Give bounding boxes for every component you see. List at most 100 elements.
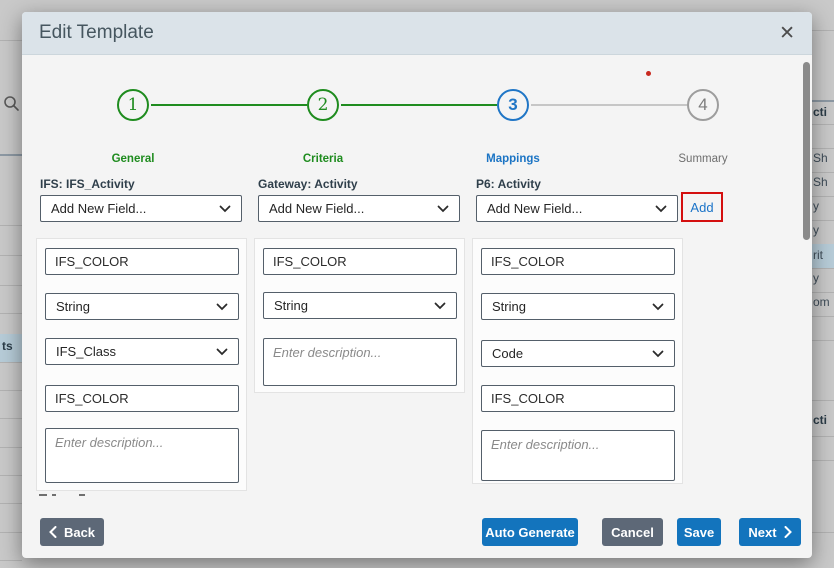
ifs-class-select[interactable]: IFS_Class	[45, 338, 239, 365]
p6-field-type-select[interactable]: String	[481, 293, 675, 320]
select-value: Code	[492, 346, 523, 361]
step-connector	[531, 104, 687, 106]
cancel-button[interactable]: Cancel	[602, 518, 663, 546]
bg-row-line	[812, 196, 834, 197]
clipped-content	[52, 494, 56, 496]
bg-divider	[0, 40, 22, 41]
p6-field-name-input[interactable]	[481, 248, 675, 275]
bg-row-line	[812, 220, 834, 221]
annotation-box: Add	[681, 192, 723, 222]
step-circle-mappings[interactable]: 3	[497, 89, 529, 121]
save-button[interactable]: Save	[677, 518, 721, 546]
bg-text-fragment: Sh	[813, 175, 828, 189]
dialog-scrollbar[interactable]	[803, 62, 810, 240]
search-icon[interactable]	[3, 95, 20, 112]
p6-fields-card: String Code	[472, 238, 683, 484]
bg-row-line	[812, 340, 834, 341]
back-button-label: Back	[64, 525, 95, 540]
gateway-fields-card: String	[254, 238, 465, 393]
p6-code-select[interactable]: Code	[481, 340, 675, 367]
back-button[interactable]: Back	[40, 518, 104, 546]
step-circle-general[interactable]: 1	[117, 89, 149, 121]
p6-field-value-input[interactable]	[481, 385, 675, 412]
select-value: Add New Field...	[51, 201, 146, 216]
column-header-gateway: Gateway: Activity	[258, 177, 358, 191]
bg-row-line	[812, 124, 834, 125]
clipped-content	[39, 494, 47, 496]
step-circle-criteria[interactable]: 2	[307, 89, 339, 121]
ifs-fields-card: String IFS_Class	[36, 238, 247, 491]
gateway-description-textarea[interactable]	[263, 338, 457, 386]
select-value: String	[274, 298, 308, 313]
bg-text-fragment: y	[813, 271, 819, 285]
ifs-field-value-input[interactable]	[45, 385, 239, 412]
save-label: Save	[684, 525, 714, 540]
select-value: Add New Field...	[269, 201, 364, 216]
bg-row-line	[0, 447, 22, 448]
bg-row-line	[0, 225, 22, 226]
bg-row-line	[0, 418, 22, 419]
ifs-description-textarea[interactable]	[45, 428, 239, 483]
bg-row-line	[0, 560, 22, 561]
add-new-field-select-p6[interactable]: Add New Field...	[476, 195, 678, 222]
step-connector	[151, 104, 307, 106]
chevron-down-icon	[216, 303, 228, 311]
column-header-ifs: IFS: IFS_Activity	[40, 177, 135, 191]
bg-divider	[812, 100, 834, 102]
bg-row-line	[0, 532, 22, 533]
step-circle-summary[interactable]: 4	[687, 89, 719, 121]
chevron-left-icon	[49, 526, 57, 538]
ifs-field-name-input[interactable]	[45, 248, 239, 275]
bg-row-line	[812, 316, 834, 317]
bg-row-line	[0, 475, 22, 476]
step-label-mappings[interactable]: Mappings	[463, 153, 563, 165]
auto-generate-label: Auto Generate	[485, 525, 575, 540]
bg-row-line	[812, 400, 834, 401]
dialog-title: Edit Template	[39, 22, 154, 44]
bg-row-line	[812, 172, 834, 173]
bg-text-fragment: y	[813, 223, 819, 237]
bg-row-line	[0, 362, 22, 363]
bg-row-line	[0, 313, 22, 314]
add-new-field-select-ifs[interactable]: Add New Field...	[40, 195, 242, 222]
dialog-header: Edit Template ✕	[22, 12, 812, 55]
bg-row-line	[812, 292, 834, 293]
select-value: String	[492, 299, 526, 314]
step-label-criteria[interactable]: Criteria	[273, 153, 373, 165]
cancel-label: Cancel	[611, 525, 654, 540]
chevron-down-icon	[437, 205, 449, 213]
bg-row-line	[0, 503, 22, 504]
p6-description-textarea[interactable]	[481, 430, 675, 481]
chevron-down-icon	[216, 348, 228, 356]
close-icon[interactable]: ✕	[779, 24, 795, 43]
edit-template-dialog: Edit Template ✕ 1 2 3 4 General Criteria…	[22, 12, 812, 558]
chevron-down-icon	[219, 205, 231, 213]
chevron-down-icon	[652, 303, 664, 311]
select-value: Add New Field...	[487, 201, 582, 216]
bg-text-fragment: Sh	[813, 151, 828, 165]
bg-row-line	[812, 460, 834, 461]
bg-text-fragment: rit	[813, 248, 823, 262]
bg-text-fragment: cti	[813, 105, 827, 119]
step-label-general[interactable]: General	[83, 153, 183, 165]
next-button[interactable]: Next	[739, 518, 801, 546]
select-value: String	[56, 299, 90, 314]
ifs-field-type-select[interactable]: String	[45, 293, 239, 320]
annotation-dot	[646, 71, 651, 76]
step-label-summary[interactable]: Summary	[653, 153, 753, 165]
chevron-down-icon	[434, 302, 446, 310]
bg-row-line	[812, 436, 834, 437]
clipped-content	[79, 494, 85, 496]
bg-row-line	[0, 390, 22, 391]
bg-row-line	[812, 268, 834, 269]
select-value: IFS_Class	[56, 344, 116, 359]
bg-text-fragment: cti	[813, 413, 827, 427]
auto-generate-button[interactable]: Auto Generate	[482, 518, 578, 546]
next-label: Next	[748, 525, 776, 540]
gateway-field-name-input[interactable]	[263, 248, 457, 275]
gateway-field-type-select[interactable]: String	[263, 292, 457, 319]
add-new-field-select-gateway[interactable]: Add New Field...	[258, 195, 460, 222]
add-field-link[interactable]: Add	[690, 200, 713, 215]
step-connector	[341, 104, 497, 106]
bg-text-fragment: y	[813, 199, 819, 213]
